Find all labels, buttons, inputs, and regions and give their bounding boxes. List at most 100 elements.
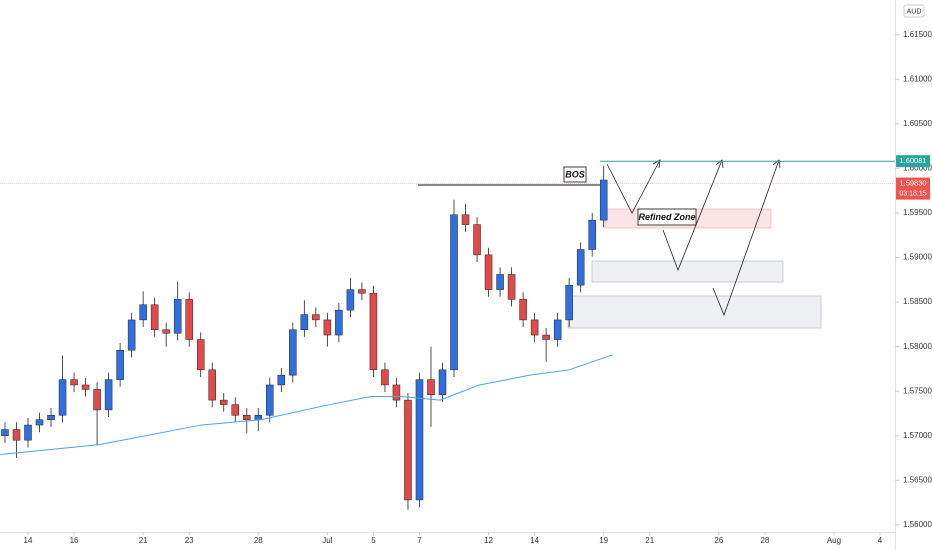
y-tick-label: 1.61500 <box>903 30 932 39</box>
candle-body <box>254 415 263 420</box>
arrow <box>712 159 780 317</box>
candle-body <box>565 284 573 321</box>
x-tick-label: 21 <box>645 536 654 545</box>
last-price-label: 1.59830 <box>899 179 926 188</box>
candle-body <box>323 319 332 336</box>
candle-body <box>346 289 355 311</box>
candle-body <box>185 299 193 340</box>
x-tick-label: 5 <box>371 536 376 545</box>
x-tick-label: Aug <box>827 536 841 545</box>
bos-label: BOS <box>565 169 585 179</box>
candle-body <box>369 292 378 371</box>
currency: AUD <box>907 8 922 15</box>
candle-body <box>542 334 550 340</box>
arrow <box>606 159 661 214</box>
candle-body <box>461 214 470 225</box>
candle-body <box>150 304 159 330</box>
candle-body <box>58 379 67 416</box>
candle-body <box>173 299 182 334</box>
x-tick-label: 28 <box>760 536 769 545</box>
x-tick-label: 4 <box>878 536 883 545</box>
candle-body <box>507 274 516 300</box>
candle-body <box>576 249 585 286</box>
level-label-box <box>896 155 930 168</box>
x-tick-label: 12 <box>484 536 493 545</box>
x-tick-label: 21 <box>139 536 148 545</box>
candle-body <box>438 369 447 396</box>
candle-body <box>81 384 90 390</box>
candle-body <box>127 319 136 351</box>
candle-body <box>530 319 539 336</box>
candle-body <box>1 429 9 437</box>
y-tick-label: 1.61000 <box>903 74 932 83</box>
candle-body <box>553 319 562 340</box>
x-tick-label: 28 <box>254 536 263 545</box>
y-tick-label: 1.58500 <box>903 297 932 306</box>
candle-body <box>266 384 274 416</box>
candle-body <box>358 289 366 294</box>
candle-body <box>588 219 596 250</box>
x-tick-label: 23 <box>185 536 194 545</box>
candle-body <box>415 379 424 501</box>
candle-body <box>312 314 320 321</box>
level-label: 1.60081 <box>899 156 926 165</box>
candle-body <box>162 329 170 334</box>
candle-body <box>427 379 435 396</box>
zone-label: Refined Zone <box>638 212 695 222</box>
y-tick-label: 1.59500 <box>903 208 932 217</box>
candle-body <box>70 379 78 386</box>
arrow-head <box>772 159 781 169</box>
candle-body <box>208 369 216 401</box>
candle-body <box>104 379 113 411</box>
candle-body <box>496 274 504 290</box>
x-tick-label: 7 <box>417 536 422 545</box>
bos-label-box <box>563 166 587 183</box>
candle-body <box>219 399 228 405</box>
currency-box <box>903 4 925 18</box>
candle-body <box>289 329 297 376</box>
candle-body <box>116 349 124 380</box>
x-tick-label: 26 <box>714 536 723 545</box>
x-tick-label: 19 <box>599 536 608 545</box>
y-tick-label: 1.58000 <box>903 342 932 351</box>
candle-body <box>381 369 389 386</box>
zone-box <box>567 295 822 329</box>
x-tick-label: 14 <box>530 536 539 545</box>
x-tick-label: Jul <box>322 536 332 545</box>
candle-body <box>277 374 286 386</box>
candle-body <box>300 314 309 330</box>
candle-body <box>93 389 101 411</box>
y-tick-label: 1.57500 <box>903 386 932 395</box>
y-tick-label: 1.56000 <box>903 520 932 529</box>
candle-body <box>47 415 55 420</box>
candle-body <box>392 384 401 401</box>
candle-body <box>484 254 493 290</box>
y-tick-label: 1.59000 <box>903 253 932 262</box>
candle-body <box>450 214 458 371</box>
candle-body <box>231 404 240 416</box>
last-price-box <box>896 177 930 200</box>
candle-body <box>519 299 527 321</box>
y-tick-label: 1.57000 <box>903 431 932 440</box>
x-tick-label: 16 <box>70 536 79 545</box>
candle-body <box>243 415 251 420</box>
y-tick-label: 1.56500 <box>903 475 932 484</box>
arrow-head <box>715 159 724 169</box>
zone-box <box>591 260 784 283</box>
candle-body <box>12 429 21 441</box>
y-tick-label: 1.60500 <box>903 119 932 128</box>
candle-body <box>196 339 205 371</box>
candle-body <box>24 424 32 441</box>
candle-body <box>404 399 412 501</box>
arrows <box>606 159 781 317</box>
zone-label-box <box>637 208 697 226</box>
y-tick-label: 1.60000 <box>903 164 932 173</box>
countdown: 03:18:15 <box>899 190 926 197</box>
arrow <box>662 159 723 272</box>
candle-body <box>35 419 44 426</box>
x-tick-label: 14 <box>24 536 33 545</box>
candle-body <box>599 179 608 221</box>
